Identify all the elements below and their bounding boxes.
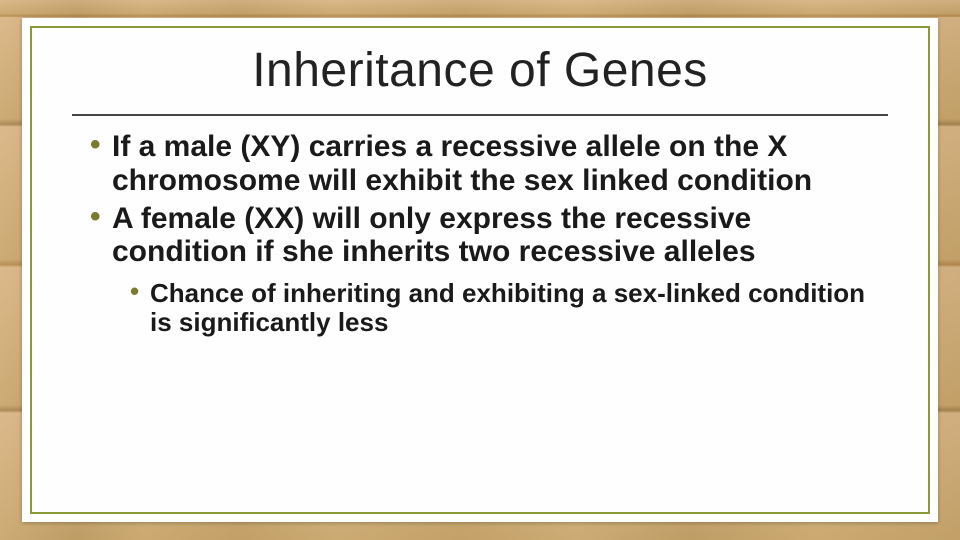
slide-body: If a male (XY) carries a recessive allel… [72,130,888,337]
slide-card: Inheritance of Genes If a male (XY) carr… [22,18,938,522]
sub-bullet-item: Chance of inheriting and exhibiting a se… [130,279,888,337]
sub-bullet-list: Chance of inheriting and exhibiting a se… [90,279,888,337]
bullet-item: A female (XX) will only express the rece… [90,202,888,269]
slide-title: Inheritance of Genes [72,46,888,96]
bullet-item: If a male (XY) carries a recessive allel… [90,130,888,197]
slide-frame: Inheritance of Genes If a male (XY) carr… [30,26,930,514]
bullet-list: If a male (XY) carries a recessive allel… [90,130,888,268]
title-underline [72,114,888,116]
